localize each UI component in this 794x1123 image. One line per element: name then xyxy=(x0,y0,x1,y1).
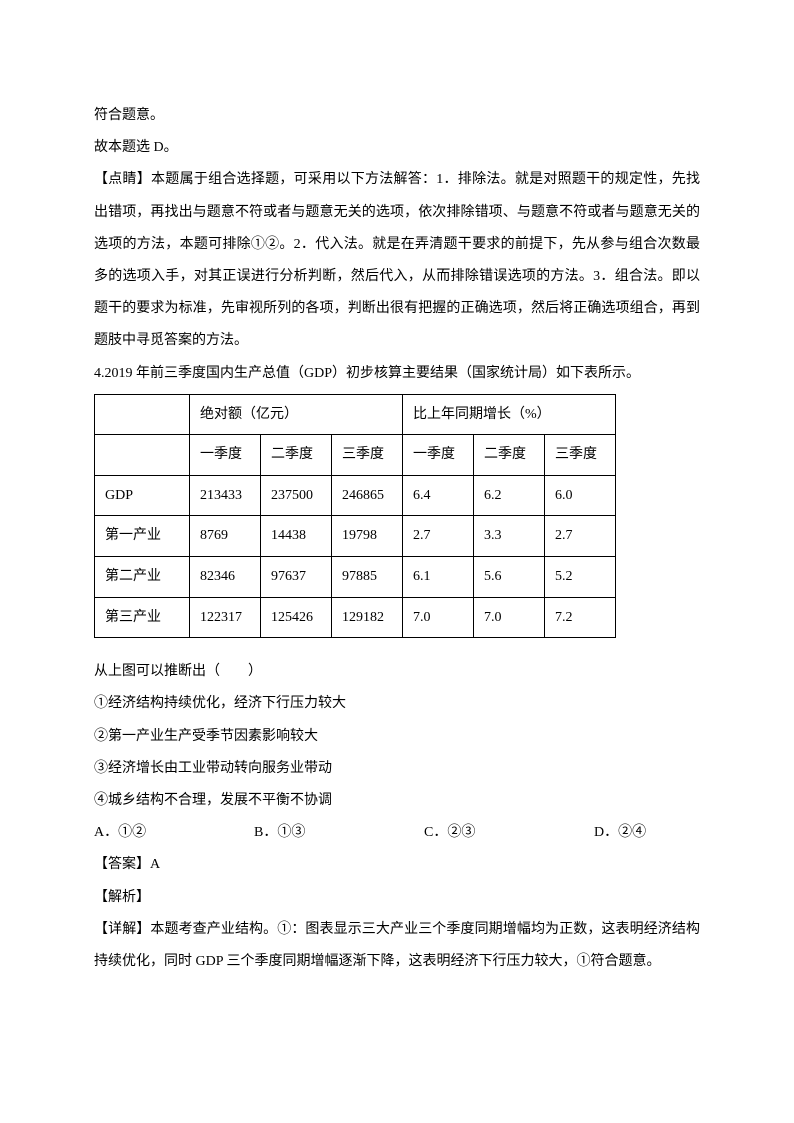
table-cell: 125426 xyxy=(261,597,332,638)
table-cell: 3.3 xyxy=(474,516,545,557)
table-header-growth: 比上年同期增长（%） xyxy=(403,394,616,435)
option-d: D．②④ xyxy=(594,817,700,849)
question-prompt: 从上图可以推断出（ ） xyxy=(94,656,700,688)
table-cell: 2.7 xyxy=(403,516,474,557)
table-cell: 7.0 xyxy=(403,597,474,638)
table-cell: 5.2 xyxy=(545,557,616,598)
table-row-label: 第三产业 xyxy=(95,597,190,638)
body-text: 符合题意。 xyxy=(94,100,700,132)
table-row-label: 第二产业 xyxy=(95,557,190,598)
gdp-table: 绝对额（亿元） 比上年同期增长（%） 一季度 二季度 三季度 一季度 二季度 三… xyxy=(94,394,616,639)
body-text: 【点睛】本题属于组合选择题，可采用以下方法解答：1．排除法。就是对照题干的规定性… xyxy=(94,164,700,357)
table-cell: 2.7 xyxy=(545,516,616,557)
table-cell: 246865 xyxy=(332,475,403,516)
question-stem: 4.2019 年前三季度国内生产总值（GDP）初步核算主要结果（国家统计局）如下… xyxy=(94,358,700,390)
table-header-blank xyxy=(95,435,190,476)
table-col-q3: 三季度 xyxy=(545,435,616,476)
table-header-row: 绝对额（亿元） 比上年同期增长（%） xyxy=(95,394,616,435)
table-row: 第三产业 122317 125426 129182 7.0 7.0 7.2 xyxy=(95,597,616,638)
table-cell: 6.2 xyxy=(474,475,545,516)
table-cell: 97637 xyxy=(261,557,332,598)
table-header-blank xyxy=(95,394,190,435)
table-subheader-row: 一季度 二季度 三季度 一季度 二季度 三季度 xyxy=(95,435,616,476)
table-col-q1: 一季度 xyxy=(403,435,474,476)
table-col-q3: 三季度 xyxy=(332,435,403,476)
option-c: C．②③ xyxy=(424,817,594,849)
table-row-label: GDP xyxy=(95,475,190,516)
table-row: 第二产业 82346 97637 97885 6.1 5.6 5.2 xyxy=(95,557,616,598)
statement-3: ③经济增长由工业带动转向服务业带动 xyxy=(94,753,700,785)
body-text: 故本题选 D。 xyxy=(94,132,700,164)
option-row: A．①② B．①③ C．②③ D．②④ xyxy=(94,817,700,849)
table-col-q2: 二季度 xyxy=(261,435,332,476)
table-header-abs: 绝对额（亿元） xyxy=(190,394,403,435)
table-cell: 6.1 xyxy=(403,557,474,598)
table-row: GDP 213433 237500 246865 6.4 6.2 6.0 xyxy=(95,475,616,516)
table-cell: 237500 xyxy=(261,475,332,516)
table-cell: 97885 xyxy=(332,557,403,598)
explanation-body: 【详解】本题考查产业结构。①：图表显示三大产业三个季度同期增幅均为正数，这表明经… xyxy=(94,914,700,978)
table-cell: 82346 xyxy=(190,557,261,598)
option-a: A．①② xyxy=(94,817,254,849)
table-row-label: 第一产业 xyxy=(95,516,190,557)
table-cell: 122317 xyxy=(190,597,261,638)
table-col-q2: 二季度 xyxy=(474,435,545,476)
table-cell: 213433 xyxy=(190,475,261,516)
table-row: 第一产业 8769 14438 19798 2.7 3.3 2.7 xyxy=(95,516,616,557)
table-col-q1: 一季度 xyxy=(190,435,261,476)
statement-4: ④城乡结构不合理，发展不平衡不协调 xyxy=(94,785,700,817)
table-cell: 129182 xyxy=(332,597,403,638)
table-cell: 14438 xyxy=(261,516,332,557)
page: 符合题意。 故本题选 D。 【点睛】本题属于组合选择题，可采用以下方法解答：1．… xyxy=(0,0,794,1123)
statement-2: ②第一产业生产受季节因素影响较大 xyxy=(94,721,700,753)
option-b: B．①③ xyxy=(254,817,424,849)
explanation-heading: 【解析】 xyxy=(94,882,700,914)
table-cell: 19798 xyxy=(332,516,403,557)
table-cell: 5.6 xyxy=(474,557,545,598)
statement-1: ①经济结构持续优化，经济下行压力较大 xyxy=(94,688,700,720)
table-cell: 6.4 xyxy=(403,475,474,516)
answer-line: 【答案】A xyxy=(94,849,700,881)
table-cell: 7.2 xyxy=(545,597,616,638)
table-cell: 6.0 xyxy=(545,475,616,516)
table-cell: 8769 xyxy=(190,516,261,557)
table-cell: 7.0 xyxy=(474,597,545,638)
